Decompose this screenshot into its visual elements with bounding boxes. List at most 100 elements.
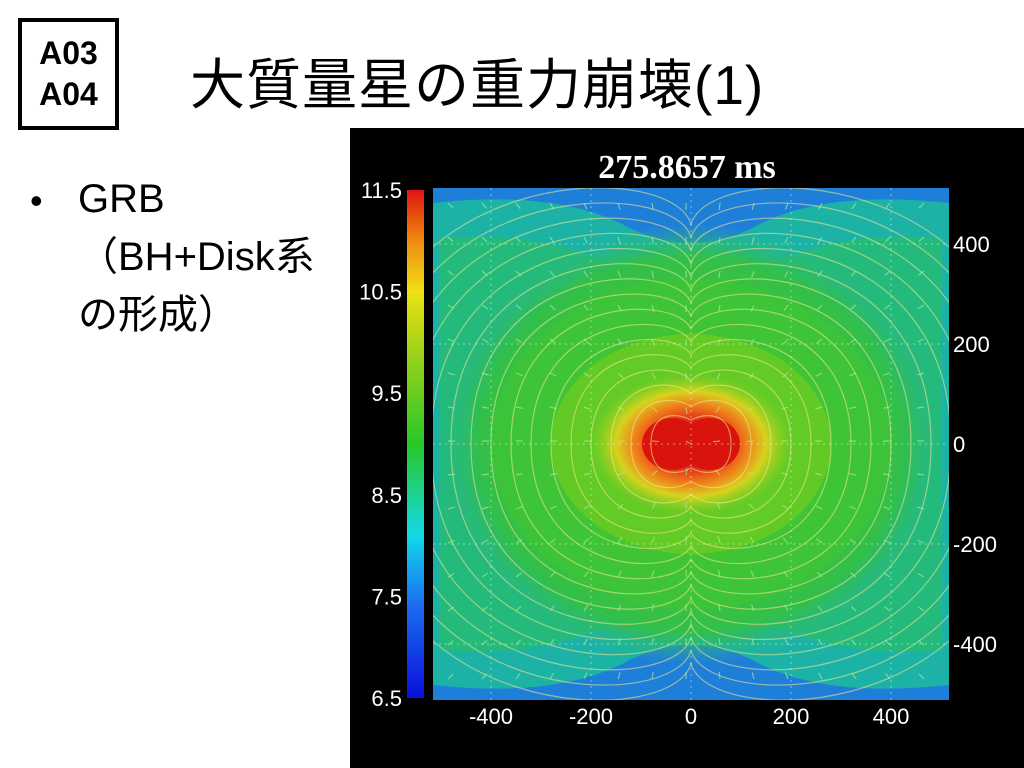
velocity-arrow-53 <box>549 472 557 476</box>
velocity-arrow-34 <box>515 338 523 344</box>
velocity-arrow-15 <box>481 202 488 209</box>
bullet-line-2: （BH+Disk系 <box>78 235 315 279</box>
velocity-arrow-35 <box>515 372 523 377</box>
y-tick-0: 400 <box>953 232 990 257</box>
velocity-arrow-190 <box>849 538 857 544</box>
velocity-arrow-206 <box>883 572 891 578</box>
contour-14 <box>433 202 949 686</box>
velocity-arrow-133 <box>718 637 721 646</box>
velocity-arrow-57 <box>549 605 555 612</box>
velocity-arrow-38 <box>515 473 523 476</box>
velocity-arrow-8 <box>447 473 456 476</box>
velocity-arrow-154 <box>782 338 789 345</box>
velocity-arrow-223 <box>918 639 925 646</box>
velocity-arrow-83 <box>617 471 625 476</box>
velocity-arrow-41 <box>515 572 522 578</box>
velocity-arrow-69 <box>583 504 591 510</box>
velocity-arrow-218 <box>916 473 925 476</box>
velocity-arrow-137 <box>751 270 755 278</box>
velocity-arrow-81 <box>617 406 625 411</box>
velocity-arrow-60 <box>583 202 588 210</box>
velocity-arrow-194 <box>851 672 857 680</box>
velocity-arrow-74 <box>583 672 588 680</box>
velocity-arrow-143 <box>747 471 755 476</box>
y-tick-1: 200 <box>953 332 990 357</box>
velocity-arrow-224 <box>918 673 925 680</box>
velocity-arrow-89 <box>617 672 621 680</box>
velocity-arrow-162 <box>783 604 789 612</box>
velocity-arrow-209 <box>885 673 891 680</box>
simulation-figure: 275.8657 ms 11.5 10.5 9.5 8.5 7.5 6.5 -400 -20… <box>350 128 1024 768</box>
velocity-arrow-151 <box>784 236 789 244</box>
velocity-arrow-165 <box>818 202 823 210</box>
velocity-arrow-14 <box>447 673 454 680</box>
velocity-arrow-79 <box>617 338 623 346</box>
velocity-arrow-178 <box>817 638 823 646</box>
velocity-arrow-191 <box>850 572 857 578</box>
contour-0 <box>650 414 732 474</box>
velocity-arrow-130 <box>717 536 721 544</box>
velocity-arrow-5 <box>447 372 455 376</box>
velocity-arrow-138 <box>750 304 755 312</box>
velocity-arrow-125 <box>716 372 721 380</box>
contour-12 <box>433 232 949 656</box>
velocity-arrow-51 <box>549 406 557 410</box>
velocity-arrow-156 <box>781 406 789 411</box>
bullet-item: GRB （BH+Disk系 の形成） <box>78 170 315 344</box>
velocity-arrow-200 <box>883 372 891 376</box>
velocity-arrow-10 <box>447 539 455 544</box>
velocity-arrow-0 <box>447 202 454 209</box>
x-tick-3: 200 <box>773 704 810 729</box>
velocity-arrow-221 <box>917 573 925 578</box>
velocity-arrow-24 <box>481 506 489 510</box>
velocity-arrow-158 <box>781 472 789 476</box>
velocity-arrow-219 <box>917 506 925 510</box>
contour-1 <box>630 399 752 489</box>
velocity-arrow-152 <box>784 270 789 278</box>
velocity-arrow-70 <box>583 537 590 544</box>
velocity-arrow-92 <box>651 270 655 278</box>
velocity-arrow-96 <box>651 406 658 413</box>
velocity-arrow-42 <box>515 605 522 612</box>
x-tick-1: -200 <box>569 704 613 729</box>
velocity-arrow-46 <box>549 236 555 244</box>
velocity-arrow-104 <box>651 671 654 680</box>
velocity-arrow-179 <box>818 672 823 680</box>
velocity-arrow-33 <box>515 304 522 310</box>
velocity-arrow-36 <box>515 406 523 410</box>
velocity-arrow-173 <box>815 472 823 476</box>
bullet-line-1: GRB <box>78 177 165 221</box>
velocity-arrow-150 <box>784 202 789 210</box>
velocity-arrow-113 <box>685 467 688 476</box>
velocity-arrow-161 <box>783 570 789 578</box>
velocity-arrow-90 <box>651 202 654 211</box>
velocity-arrow-50 <box>549 372 557 377</box>
velocity-arrow-86 <box>617 570 622 578</box>
velocity-arrow-180 <box>851 202 857 210</box>
velocity-arrow-183 <box>850 304 857 310</box>
x-tick-0: -400 <box>469 704 513 729</box>
velocity-arrow-88 <box>617 638 621 646</box>
contour-7 <box>510 308 872 580</box>
velocity-arrow-148 <box>751 638 755 646</box>
bullet-marker: • <box>30 180 43 221</box>
velocity-arrow-59 <box>549 672 555 680</box>
velocity-arrow-97 <box>651 440 660 443</box>
velocity-arrow-135 <box>751 202 755 210</box>
velocity-arrow-136 <box>751 236 755 244</box>
velocity-arrow-175 <box>816 538 823 544</box>
velocity-arrow-197 <box>884 270 891 277</box>
velocity-arrow-124 <box>717 338 721 346</box>
velocity-arrow-43 <box>515 639 522 646</box>
contour-11 <box>433 248 949 640</box>
velocity-arrow-45 <box>549 202 555 210</box>
velocity-arrow-13 <box>447 640 454 646</box>
velocity-arrow-169 <box>816 338 823 344</box>
velocity-arrow-188 <box>849 473 857 476</box>
contour-10 <box>450 263 932 625</box>
velocity-arrow-2 <box>447 270 455 276</box>
velocity-arrow-11 <box>447 573 455 578</box>
contour-3 <box>590 369 792 519</box>
contour-2 <box>610 384 772 504</box>
core-lobe-right <box>680 418 740 470</box>
